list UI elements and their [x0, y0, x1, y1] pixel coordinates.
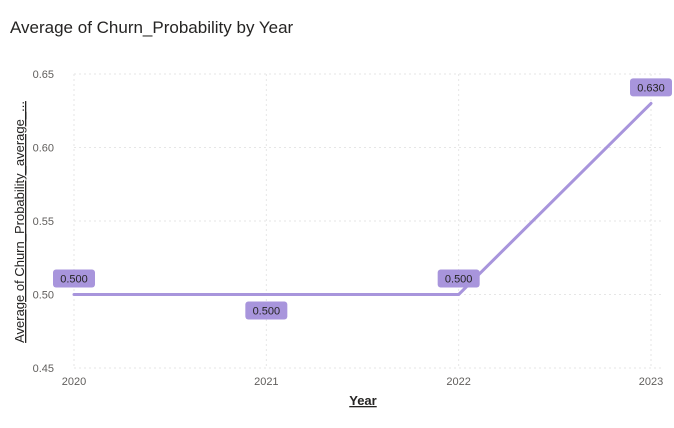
- grid-layer: [73, 73, 663, 369]
- data-label-box: [437, 269, 480, 288]
- data-point[interactable]: [262, 291, 270, 299]
- series-line[interactable]: [72, 101, 653, 296]
- data-label-box: [245, 301, 288, 320]
- x-tick-label: 2022: [446, 376, 470, 388]
- data-label-box: [53, 269, 95, 288]
- data-label-text: 0.500: [253, 306, 281, 318]
- data-label-text: 0.500: [60, 274, 88, 286]
- y-tick-label: 0.50: [33, 290, 54, 302]
- x-tick-label: 2020: [62, 376, 86, 388]
- y-tick-label: 0.65: [33, 69, 54, 81]
- data-label-text: 0.630: [637, 82, 665, 94]
- x-tick-label: 2023: [639, 376, 663, 388]
- x-tick-label: 2021: [254, 376, 278, 388]
- data-point[interactable]: [647, 99, 655, 107]
- data-point[interactable]: [455, 291, 463, 299]
- chart-title: Average of Churn_Probability by Year: [10, 18, 294, 37]
- data-label: 0.500: [53, 269, 95, 288]
- data-labels: 0.500 0.500 0.500 0.630: [53, 78, 672, 320]
- y-tick-label: 0.60: [33, 143, 54, 155]
- series-layer: [70, 99, 655, 299]
- y-tick-label: 0.55: [33, 216, 54, 228]
- data-label-box: [630, 78, 672, 97]
- x-axis-ticks: 2020 2021 2022 2023: [62, 376, 663, 388]
- x-axis-title: Year: [349, 393, 376, 408]
- y-tick-label: 0.45: [33, 363, 54, 375]
- data-label: 0.500: [437, 269, 480, 288]
- data-label: 0.630: [630, 78, 672, 97]
- data-point[interactable]: [70, 291, 78, 299]
- data-label: 0.500: [245, 301, 288, 320]
- data-label-text: 0.500: [445, 274, 473, 286]
- y-axis-ticks: 0.45 0.50 0.55 0.60 0.65: [33, 69, 54, 375]
- y-axis-title: Average of Churn_Probability_average_...: [12, 101, 27, 343]
